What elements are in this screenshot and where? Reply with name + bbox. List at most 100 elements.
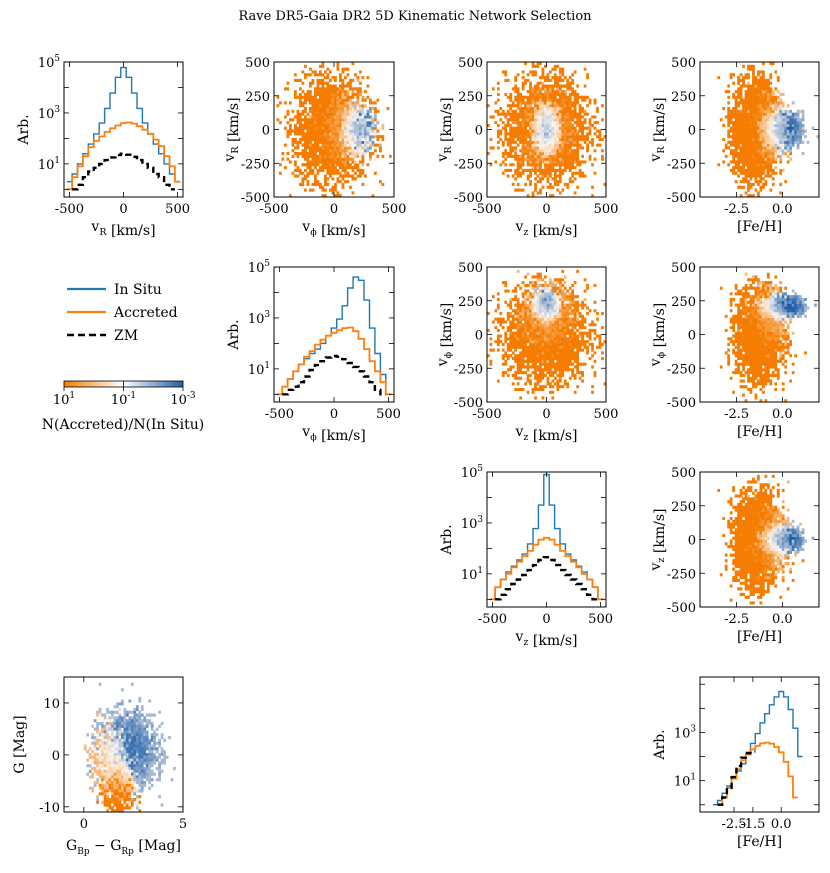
heatmap-cell: [742, 334, 745, 338]
heatmap-cell: [561, 67, 565, 71]
heatmap-cell: [578, 115, 582, 119]
heatmap-cell: [506, 95, 510, 99]
heatmap-cell: [799, 118, 802, 122]
heatmap-cell: [321, 154, 325, 158]
heatmap-cell: [496, 317, 500, 321]
heatmap-cell: [349, 157, 352, 161]
heatmap-cell: [566, 135, 570, 139]
heatmap-cell: [341, 174, 345, 178]
heatmap-cell: [539, 87, 542, 91]
heatmap-cell: [551, 107, 555, 111]
heatmap-cell: [376, 137, 380, 142]
heatmap-cell: [732, 112, 736, 116]
heatmap-cell: [534, 357, 537, 361]
heatmap-cell: [334, 76, 337, 80]
heatmap-cell: [309, 81, 312, 85]
heatmap-cell: [789, 152, 793, 156]
heatmap-cell: [774, 135, 778, 139]
heatmap-cell: [573, 340, 577, 344]
heatmap-cell: [761, 340, 765, 344]
heatmap-cell: [519, 135, 523, 139]
heatmap-cell: [514, 342, 518, 347]
heatmap-cell: [754, 163, 758, 167]
heatmap-cell: [568, 359, 572, 363]
heatmap-cell: [727, 112, 731, 116]
heatmap-cell: [558, 317, 562, 321]
heatmap-cell: [531, 328, 535, 332]
heatmap-cell: [516, 328, 520, 332]
heatmap-cell: [779, 297, 783, 302]
heatmap-cell: [744, 104, 748, 108]
heatmap-cell: [336, 154, 340, 158]
heatmap-cell: [326, 154, 330, 158]
heatmap-cell: [551, 98, 555, 102]
heatmap-cell: [563, 320, 567, 324]
heatmap-cell: [734, 362, 738, 366]
heatmap-cell: [558, 191, 562, 195]
heatmap-cell: [754, 132, 758, 136]
heatmap-cell: [749, 126, 753, 130]
heatmap-cell: [346, 98, 350, 102]
heatmap-cell: [504, 351, 508, 355]
heatmap-cell: [361, 154, 365, 158]
heatmap-cell: [561, 357, 565, 361]
heatmap-cell: [563, 354, 567, 358]
heatmap-cell: [539, 126, 542, 130]
heatmap-cell: [301, 126, 305, 130]
heatmap-cell: [546, 180, 550, 184]
heatmap-cell: [551, 185, 555, 189]
heatmap-cell: [566, 95, 570, 99]
heatmap-cell: [548, 104, 552, 108]
heatmap-cell: [563, 351, 567, 355]
heatmap-cell: [334, 171, 337, 175]
heatmap-cell: [514, 112, 518, 116]
heatmap-cell: [336, 160, 340, 164]
heatmap-cell: [321, 143, 325, 147]
heatmap-cell: [586, 345, 589, 349]
heatmap-cell: [521, 70, 525, 74]
heatmap-cell: [776, 295, 780, 299]
heatmap-cell: [366, 129, 370, 133]
heatmap-cell: [326, 129, 330, 133]
heatmap-cell: [301, 132, 305, 136]
heatmap-cell: [319, 152, 322, 156]
heatmap-cell: [506, 342, 510, 347]
heatmap-cell: [764, 174, 768, 178]
heatmap-cell: [558, 348, 562, 352]
heatmap-cell: [568, 300, 572, 304]
heatmap-cell: [509, 348, 513, 352]
heatmap-cell: [739, 309, 743, 313]
heatmap-cell: [314, 95, 317, 99]
heatmap-cell: [324, 121, 327, 125]
heatmap-cell: [541, 387, 545, 392]
heatmap-cell: [334, 135, 337, 139]
heatmap-cell: [536, 342, 540, 347]
heatmap-cell: [744, 149, 748, 153]
heatmap-cell: [744, 283, 748, 287]
heatmap-cell: [541, 351, 545, 355]
heatmap-cell: [356, 121, 360, 125]
heatmap-cell: [551, 371, 555, 375]
heatmap-cell: [304, 98, 307, 102]
heatmap-cell: [529, 303, 532, 307]
heatmap-cell: [376, 129, 380, 133]
heatmap-cell: [739, 297, 743, 302]
heatmap-cell: [789, 342, 793, 347]
heatmap-cell: [774, 152, 778, 156]
heatmap-cell: [299, 182, 302, 187]
heatmap-cell: [558, 126, 562, 130]
heatmap-cell: [526, 152, 530, 156]
heatmap-cell: [566, 354, 570, 358]
heatmap-cell: [316, 132, 320, 136]
heatmap-cell: [757, 146, 760, 150]
heatmap-cell: [556, 115, 560, 119]
heatmap-cell: [558, 123, 562, 127]
heatmap-cell: [546, 126, 550, 130]
heatmap-cell: [371, 129, 375, 133]
heatmap-cell: [578, 345, 582, 349]
heatmap-cell: [747, 379, 750, 383]
heatmap-cell: [558, 121, 562, 125]
heatmap-cell: [737, 292, 740, 296]
heatmap-cell: [744, 143, 748, 147]
heatmap-cell: [541, 328, 545, 332]
